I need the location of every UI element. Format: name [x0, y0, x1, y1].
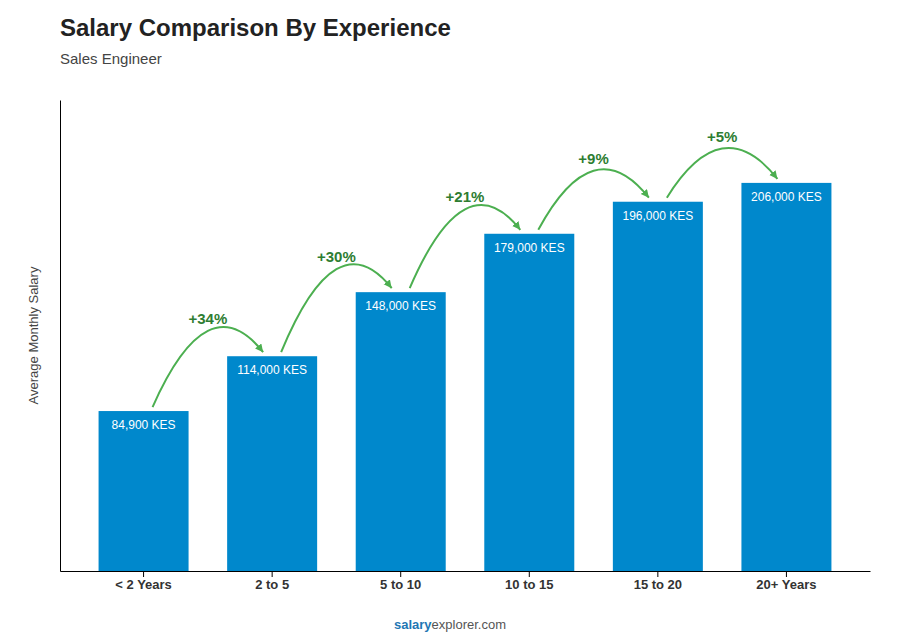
change-label: +34% — [188, 310, 227, 327]
change-arrow — [153, 327, 264, 407]
x-tick-label: 2 to 5 — [255, 577, 289, 592]
x-tick: < 2 Years — [115, 571, 172, 592]
chart-svg: Salary Comparison By Experience Sales Eng… — [0, 0, 900, 641]
data-label: 148,000 KES — [365, 299, 436, 313]
change-arrow — [410, 205, 521, 288]
bar — [356, 292, 446, 571]
footer: salaryexplorer.com — [394, 617, 506, 632]
y-axis-title: Average Monthly Salary — [26, 266, 41, 404]
x-tick-label: 5 to 10 — [380, 577, 421, 592]
data-label: 196,000 KES — [622, 209, 693, 223]
x-tick-label: 15 to 20 — [634, 577, 682, 592]
change-label: +9% — [578, 150, 608, 167]
x-tick-label: 10 to 15 — [505, 577, 553, 592]
x-axis: < 2 Years 2 to 5 5 to 10 10 to 15 15 to 20 20… — [61, 571, 871, 592]
x-axis-line — [61, 571, 871, 572]
x-tick: 5 to 10 — [380, 571, 421, 592]
data-label: 179,000 KES — [494, 241, 565, 255]
bar — [227, 356, 317, 571]
x-tick-mark — [143, 571, 144, 577]
x-tick: 20+ Years — [756, 571, 816, 592]
change-arrow — [281, 264, 392, 352]
data-labels: 84,900 KES 114,000 KES 148,000 KES 179,000 … — [112, 190, 822, 432]
y-axis-line — [60, 101, 61, 572]
plot-area: < 2 Years 2 to 5 5 to 10 10 to 15 15 to 20 20… — [26, 101, 871, 593]
x-tick-mark — [400, 571, 401, 577]
change-arrow — [538, 169, 649, 230]
title: Salary Comparison By Experience — [60, 14, 451, 41]
footer-part: explorer.com — [432, 617, 506, 632]
bar — [99, 411, 189, 571]
x-tick: 15 to 20 — [634, 571, 682, 592]
change-label: +21% — [446, 188, 485, 205]
change-label: +5% — [707, 128, 737, 145]
data-label: 114,000 KES — [237, 363, 307, 377]
x-tick-mark — [786, 571, 787, 577]
bar — [613, 202, 703, 571]
bar — [484, 234, 574, 571]
data-label: 206,000 KES — [751, 190, 822, 204]
x-tick: 10 to 15 — [505, 571, 553, 592]
footer-part: salary — [394, 617, 432, 632]
x-tick-label: < 2 Years — [115, 577, 172, 592]
y-axis — [60, 101, 61, 572]
bars — [99, 183, 832, 571]
change-label: +30% — [317, 248, 356, 265]
change-annotations: +34% +30% +21% +9% +5% — [153, 128, 778, 407]
subtitle: Sales Engineer — [60, 50, 162, 67]
x-tick-label: 20+ Years — [756, 577, 816, 592]
bar — [741, 183, 831, 571]
change-arrow — [667, 148, 778, 198]
data-label: 84,900 KES — [112, 418, 176, 432]
x-tick-mark — [529, 571, 530, 577]
x-tick-mark — [272, 571, 273, 577]
x-tick: 2 to 5 — [255, 571, 289, 592]
x-tick-mark — [657, 571, 658, 577]
